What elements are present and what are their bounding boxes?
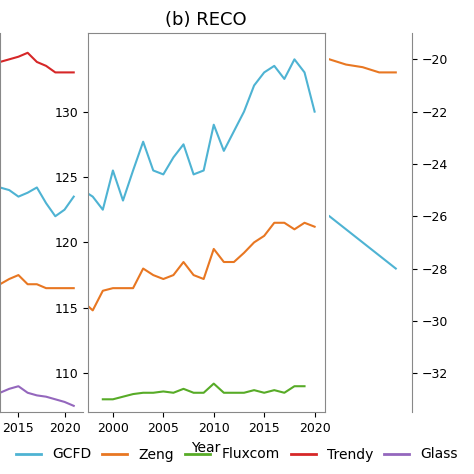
X-axis label: Year: Year — [191, 441, 221, 455]
Legend: GCFD, Zeng, Fluxcom, Trendy, Glass: GCFD, Zeng, Fluxcom, Trendy, Glass — [10, 442, 464, 467]
Title: (b) RECO: (b) RECO — [165, 11, 247, 29]
